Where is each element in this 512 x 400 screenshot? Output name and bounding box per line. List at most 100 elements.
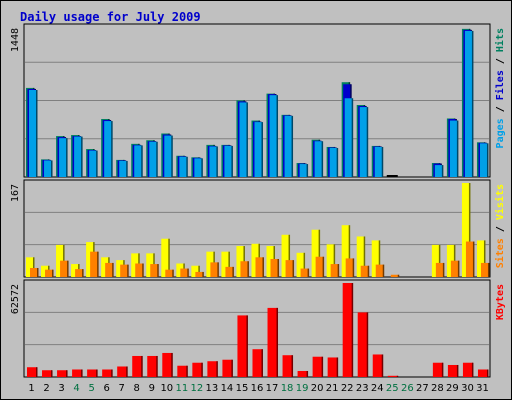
bar-kbytes-shadow <box>471 362 474 377</box>
bar-pages <box>344 98 353 177</box>
bar-kbytes <box>57 370 68 377</box>
bar-sites <box>195 271 204 277</box>
x-tick-label: 15 <box>236 383 249 394</box>
bar-sites <box>435 262 444 277</box>
bar-sites-shadow <box>367 265 370 277</box>
bar-sites-shadow <box>187 268 189 277</box>
y-max-label-visits: 167 <box>10 184 21 202</box>
bar-pages <box>89 150 98 177</box>
bar-sites-shadow <box>397 274 400 277</box>
bar-visits-shadow <box>333 244 336 277</box>
bar-sites-shadow <box>112 262 114 277</box>
bar-sites <box>300 268 309 277</box>
bar-visits-shadow <box>288 234 291 277</box>
x-tick-label: 10 <box>160 383 173 394</box>
bar-pages-shadow <box>66 138 68 177</box>
bar-visits <box>161 238 170 277</box>
x-tick-label: 28 <box>431 383 444 394</box>
bar-sites-shadow <box>352 258 355 277</box>
bar-sites <box>390 274 399 277</box>
bar-sites <box>120 264 129 277</box>
x-tick-label: 6 <box>103 383 109 394</box>
legend-hits: Hits <box>494 28 506 52</box>
bar-pages <box>464 30 473 178</box>
x-tick-label: 13 <box>206 383 219 394</box>
bar-sites <box>165 269 174 277</box>
bar-sites-shadow <box>127 264 129 277</box>
bar-sites <box>30 267 38 277</box>
bar-visits-shadow <box>363 236 366 277</box>
bar-sites-shadow <box>382 264 385 277</box>
bar-pages <box>59 138 68 177</box>
bar-sites <box>75 269 84 277</box>
bar-sites-shadow <box>457 260 460 277</box>
bar-pages-shadow <box>51 160 53 177</box>
bar-pages-shadow <box>291 115 294 177</box>
bar-sites <box>180 268 189 277</box>
bar-sites-shadow <box>442 262 445 277</box>
legend-visits: Visits <box>494 184 506 220</box>
bar-pages <box>374 146 383 177</box>
bar-kbytes-shadow <box>366 312 369 377</box>
bar-kbytes-shadow <box>321 356 324 377</box>
x-tick-label: 18 <box>281 383 294 394</box>
bar-kbytes-shadow <box>351 283 354 377</box>
x-tick-label: 11 <box>175 383 188 394</box>
x-tick-label: 30 <box>461 383 474 394</box>
bar-kbytes-shadow <box>456 364 459 377</box>
bar-kbytes-shadow <box>336 357 339 377</box>
bar-pages-shadow <box>246 102 248 177</box>
bar-visits <box>296 252 305 277</box>
bar-pages-shadow <box>276 95 279 177</box>
bar-sites-shadow <box>472 241 475 277</box>
x-tick-label: 26 <box>401 383 414 394</box>
x-tick-label: 4 <box>73 383 79 394</box>
bar-sites <box>480 262 489 277</box>
bar-sites <box>375 264 384 277</box>
bar-visits-shadow <box>303 252 306 277</box>
bar-kbytes-shadow <box>276 307 279 377</box>
x-tick-label: 29 <box>446 383 459 394</box>
legend-pages: Pages <box>495 118 506 148</box>
bar-sites-shadow <box>232 266 234 277</box>
bar-sites-shadow <box>247 261 249 277</box>
bar-sites <box>240 261 249 277</box>
bar-sites-shadow <box>292 260 295 277</box>
bar-kbytes-shadow <box>396 375 399 377</box>
bar-visits-shadow <box>483 240 486 277</box>
bar-sites-shadow <box>337 264 340 277</box>
bar-pages-shadow <box>111 121 113 177</box>
bar-sites-shadow <box>262 257 264 277</box>
bar-kbytes-shadow <box>81 369 83 377</box>
bar-sites <box>90 251 99 277</box>
bar-visits <box>191 265 200 277</box>
bar-pages-shadow <box>336 147 339 177</box>
bar-visits-shadow <box>318 229 321 277</box>
bar-pages <box>434 165 443 177</box>
bar-pages <box>74 136 83 177</box>
bar-visits <box>356 236 365 277</box>
x-tick-label: 25 <box>386 383 399 394</box>
bar-kbytes-shadow <box>201 362 203 377</box>
bar-kbytes <box>477 369 488 377</box>
legend-kbytes: KBytes <box>495 284 506 320</box>
bar-sites <box>45 269 54 277</box>
bar-sites <box>360 265 369 277</box>
x-tick-label: 24 <box>371 383 384 394</box>
x-tick-label: 8 <box>134 383 140 394</box>
bar-pages <box>209 146 218 177</box>
bar-sites-shadow <box>97 251 99 277</box>
bar-kbytes-shadow <box>111 369 113 377</box>
bar-pages-shadow <box>36 89 38 177</box>
bar-kbytes <box>162 352 173 377</box>
bar-visits <box>326 244 335 277</box>
bar-kbytes <box>372 354 383 377</box>
bar-kbytes <box>252 349 263 377</box>
bar-sites-shadow <box>67 260 69 277</box>
bar-sites-shadow <box>307 268 310 277</box>
bar-sites <box>465 241 474 277</box>
bar-kbytes <box>117 366 128 377</box>
bar-kbytes-shadow <box>36 367 38 377</box>
bar-pages-shadow <box>201 158 203 177</box>
bar-pages <box>104 121 113 177</box>
